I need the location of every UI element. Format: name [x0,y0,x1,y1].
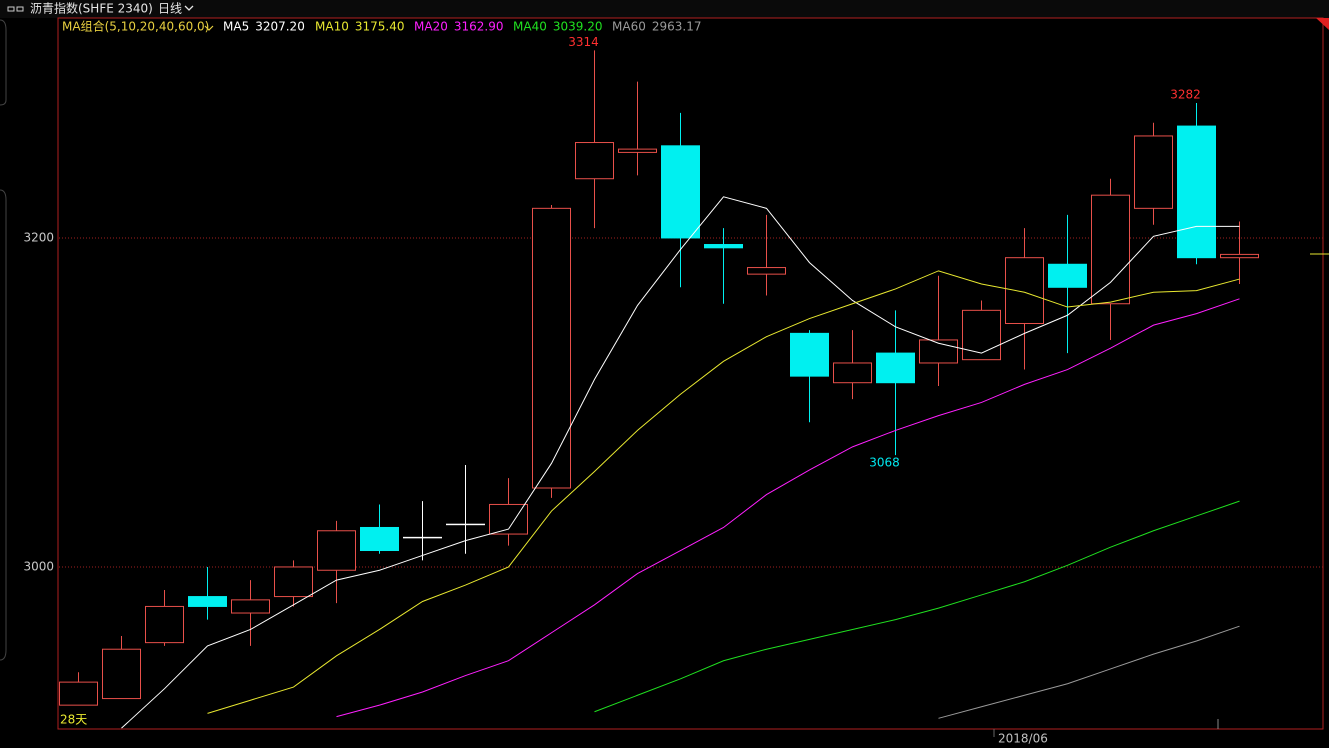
candle-body [833,362,872,384]
legend-value: 3175.40 [355,20,405,34]
y-tick-label: 3200 [23,230,54,244]
candle-body [1048,263,1087,288]
x-tick-label: 2018/06 [998,732,1048,746]
candle-body [188,596,227,607]
high-annotation: 3314 [568,35,599,49]
ma-line [336,298,1240,718]
legend-value: 3162.90 [454,20,504,34]
indicator-label[interactable]: MA组合(5,10,20,40,60,0) [62,19,209,34]
icon [7,6,15,12]
dropdown-arrow[interactable] [204,25,214,31]
candle-body [231,599,270,614]
legend-name: MA10 [315,20,349,34]
candle-body [274,566,313,598]
icon [16,6,24,12]
legend-name: MA60 [612,20,646,34]
candle-body [1134,135,1173,209]
plot-frame [57,17,1324,730]
candle-body [618,148,657,153]
candle-body [747,267,786,275]
candle-body [145,605,184,644]
ma-line [938,625,1240,719]
chart-title: 沥青指数(SHFE 2340) [30,1,153,16]
candle-body [1005,257,1044,324]
candle-body [962,309,1001,361]
side-bracket [0,189,7,661]
candle-body [661,145,700,239]
candle-body [532,207,571,489]
corner-marker [1316,18,1329,30]
dropdown-arrow[interactable] [184,5,194,11]
ma-line [121,196,1240,729]
low-annotation: 3068 [869,456,900,470]
header-bar [0,0,1329,18]
candle-body [446,523,485,526]
candle-body [317,530,356,571]
candle-body [575,142,614,180]
candle-body [1220,253,1259,259]
ma-line [207,270,1240,714]
candle-body [790,332,829,377]
ma-line [594,500,1240,713]
legend-value: 2963.17 [652,20,702,34]
candle-body [59,681,98,706]
side-bracket [0,19,7,106]
legend-name: MA5 [223,20,249,34]
high-annotation: 3282 [1170,88,1201,102]
candle-body [403,536,442,539]
legend-value: 3039.20 [553,20,603,34]
candle-body [876,352,915,384]
candle-body [1177,125,1216,259]
legend-name: MA20 [414,20,448,34]
candle-body [704,244,743,249]
footnote: 28天 [60,713,87,727]
period-selector[interactable]: 日线 [158,2,182,16]
legend-value: 3207.20 [255,20,305,34]
candle-body [360,526,399,552]
y-tick-label: 3000 [23,559,54,573]
candle-body [102,648,141,700]
candle-body [1091,194,1130,305]
legend-name: MA40 [513,20,547,34]
